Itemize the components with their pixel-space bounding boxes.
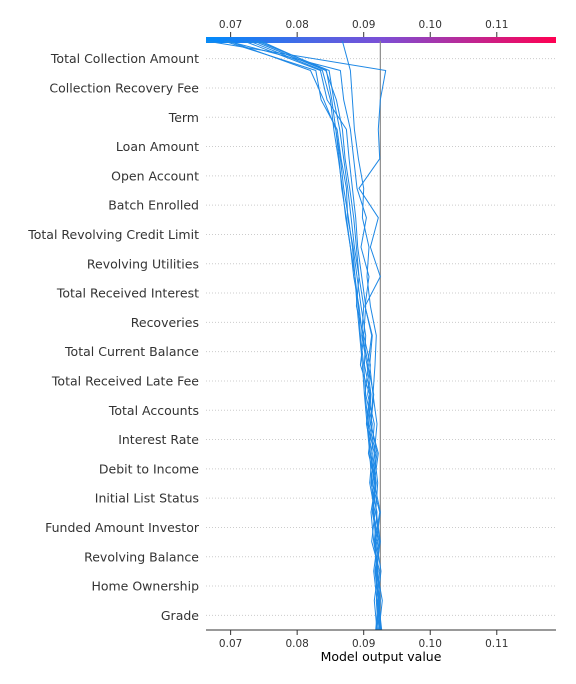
- top-tick-label: 0.09: [352, 19, 375, 31]
- x-tick-label: 0.11: [485, 638, 508, 650]
- decision-line: [260, 40, 383, 631]
- feature-label: Total Received Interest: [56, 286, 199, 301]
- decision-line: [341, 40, 381, 631]
- top-tick-label: 0.10: [419, 19, 442, 31]
- feature-label: Total Accounts: [108, 403, 199, 418]
- feature-label: Total Current Balance: [64, 344, 199, 359]
- x-axis-title: Model output value: [321, 649, 442, 664]
- decision-line: [253, 40, 383, 631]
- feature-label: Total Received Late Fee: [51, 373, 199, 388]
- colorbar: [206, 37, 556, 43]
- decision-line: [257, 40, 381, 631]
- feature-label: Open Account: [111, 168, 199, 183]
- bottom-axis: 0.07 0.08 0.09 0.10 0.11: [206, 629, 556, 650]
- decision-line: [223, 40, 381, 631]
- feature-label: Batch Enrolled: [108, 198, 199, 213]
- decision-line: [249, 40, 381, 631]
- feature-label: Total Revolving Credit Limit: [27, 227, 199, 242]
- decision-line: [228, 40, 379, 631]
- feature-label: Funded Amount Investor: [45, 520, 200, 535]
- decision-line: [205, 40, 387, 631]
- feature-label: Home Ownership: [91, 579, 199, 594]
- feature-labels: Total Collection Amount Collection Recove…: [27, 51, 200, 623]
- top-axis-ticks: 0.07 0.08 0.09 0.10 0.11: [219, 19, 508, 37]
- gridlines: [206, 58, 556, 616]
- decision-lines: [205, 40, 387, 631]
- feature-label: Revolving Utilities: [87, 256, 199, 271]
- feature-label: Recoveries: [131, 315, 199, 330]
- feature-label: Initial List Status: [95, 491, 199, 506]
- feature-label: Loan Amount: [116, 139, 199, 154]
- decision-line: [227, 40, 382, 631]
- top-tick-label: 0.08: [285, 19, 308, 31]
- top-tick-label: 0.07: [219, 19, 242, 31]
- feature-label: Total Collection Amount: [50, 51, 199, 66]
- x-tick-label: 0.07: [219, 638, 242, 650]
- feature-label: Interest Rate: [118, 432, 199, 447]
- top-tick-label: 0.11: [485, 19, 508, 31]
- x-tick-label: 0.10: [419, 638, 442, 650]
- feature-label: Grade: [161, 608, 199, 623]
- feature-label: Debit to Income: [99, 461, 199, 476]
- feature-label: Revolving Balance: [84, 549, 199, 564]
- x-tick-label: 0.09: [352, 638, 375, 650]
- x-tick-label: 0.08: [285, 638, 308, 650]
- feature-label: Collection Recovery Fee: [49, 80, 199, 95]
- feature-label: Term: [168, 110, 199, 125]
- decision-line: [243, 40, 380, 631]
